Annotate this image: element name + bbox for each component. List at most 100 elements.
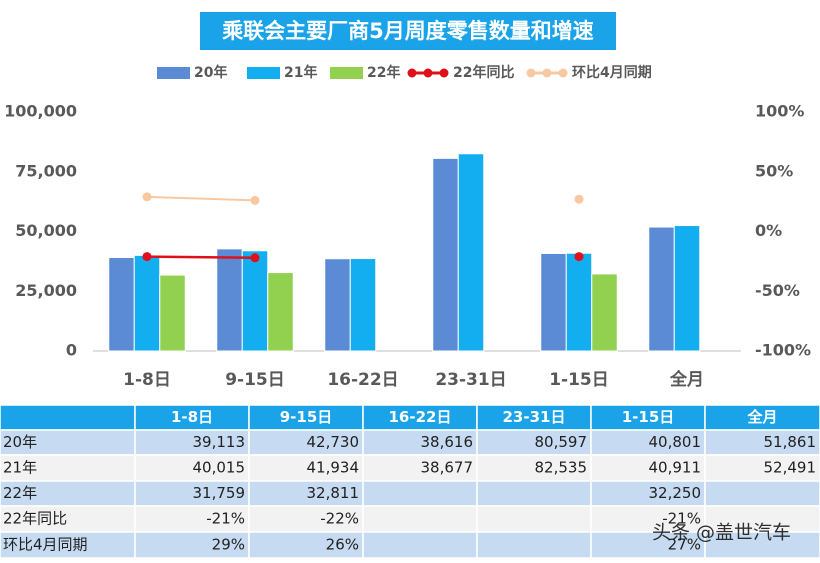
line-marker xyxy=(574,252,584,262)
y-tick-label: 50,000 xyxy=(15,221,77,240)
legend-label: 22年 xyxy=(367,64,400,81)
table-value: 51,861 xyxy=(764,433,817,451)
table-cell xyxy=(476,505,592,533)
y2-tick-label: 50% xyxy=(755,161,793,180)
legend-marker xyxy=(558,68,568,78)
y2-tick-label: -100% xyxy=(755,341,811,360)
x-tick-label: 9-15日 xyxy=(225,370,285,390)
table-header: 全月 xyxy=(746,408,777,426)
bar xyxy=(159,274,186,352)
legend-label: 22年同比 xyxy=(453,64,514,81)
table-cell xyxy=(704,404,820,431)
legend-marker xyxy=(407,68,417,78)
legend-marker xyxy=(439,68,449,78)
table-cell xyxy=(248,480,364,507)
table-value: 80,597 xyxy=(535,433,588,451)
table-cell xyxy=(476,429,592,456)
y-tick-label: 0 xyxy=(66,341,77,360)
table-cell xyxy=(590,531,706,559)
table-row-label: 20年 xyxy=(3,433,37,451)
legend-swatch xyxy=(247,67,280,79)
table-value: 40,911 xyxy=(649,459,702,477)
bar xyxy=(349,258,377,352)
y2-tick-label: 100% xyxy=(755,102,804,121)
table-cell xyxy=(590,505,706,533)
table-header: 16-22日 xyxy=(389,408,452,426)
table-cell xyxy=(0,531,136,559)
table-value: 32,250 xyxy=(649,484,702,502)
table-value: 42,730 xyxy=(307,433,360,451)
bar xyxy=(133,254,161,352)
table-header: 23-31日 xyxy=(503,408,566,426)
line-marker xyxy=(142,192,152,202)
x-tick-label: 16-22日 xyxy=(327,370,398,390)
table-value: -21% xyxy=(206,510,245,528)
watermark: 头条 @盖世汽车 xyxy=(652,522,791,544)
table-value: 26% xyxy=(326,536,359,554)
y2-tick-label: -50% xyxy=(755,281,800,300)
x-tick-label: 1-15日 xyxy=(549,370,609,390)
legend-label: 20年 xyxy=(194,64,227,81)
table-cell xyxy=(704,454,820,482)
table-value: 52,491 xyxy=(764,459,817,477)
bar xyxy=(108,257,135,352)
table-cell xyxy=(704,480,820,507)
chart-title: 乘联会主要厂商5月周度零售数量和增速 xyxy=(221,19,594,43)
bar xyxy=(540,252,567,352)
legend-label: 21年 xyxy=(284,64,317,81)
bar xyxy=(565,252,593,352)
table-value: 82,535 xyxy=(535,459,588,477)
table-value: 38,616 xyxy=(421,433,474,451)
bar xyxy=(432,157,459,352)
table-row-label: 22年同比 xyxy=(3,510,67,528)
table-cell xyxy=(0,404,136,431)
table-value: 41,934 xyxy=(307,459,360,477)
table-cell xyxy=(476,480,592,507)
table-value: -21% xyxy=(662,510,701,528)
bar xyxy=(648,226,675,352)
table-row-label: 环比4月同期 xyxy=(3,536,88,554)
table-cell xyxy=(704,531,820,559)
x-tick-label: 23-31日 xyxy=(435,370,506,390)
table-value: 40,801 xyxy=(649,433,702,451)
table-value: 29% xyxy=(212,536,245,554)
bar xyxy=(267,272,294,352)
legend-marker xyxy=(526,68,536,78)
table-value: 38,677 xyxy=(421,459,474,477)
legend-swatch xyxy=(157,67,190,79)
y-tick-label: 100,000 xyxy=(4,102,77,121)
table-cell xyxy=(362,505,478,533)
table-cell xyxy=(362,454,478,482)
x-tick-label: 1-8日 xyxy=(123,370,171,390)
table-header: 1-15日 xyxy=(622,408,675,426)
table-cell xyxy=(362,531,478,559)
bar xyxy=(673,225,701,352)
table-row-label: 22年 xyxy=(3,484,37,502)
legend-label: 环比4月同期 xyxy=(572,64,652,81)
table-cell xyxy=(704,505,820,533)
table-row-label: 21年 xyxy=(3,459,37,477)
line-marker xyxy=(250,253,260,263)
table-header: 9-15日 xyxy=(280,408,333,426)
bar xyxy=(457,153,485,352)
table-value: 27% xyxy=(668,536,701,554)
table-cell xyxy=(362,480,478,507)
bar xyxy=(216,248,243,352)
table-value: 31,759 xyxy=(193,484,246,502)
legend-marker xyxy=(542,68,552,78)
bar xyxy=(591,273,618,352)
legend-swatch xyxy=(330,67,363,79)
table-cell xyxy=(362,429,478,456)
title-box xyxy=(200,12,616,50)
y-tick-label: 75,000 xyxy=(15,161,77,180)
table-cell xyxy=(248,531,364,559)
line-marker xyxy=(574,194,584,204)
line-marker xyxy=(142,252,152,262)
table-cell xyxy=(0,505,136,533)
y-tick-label: 25,000 xyxy=(15,281,77,300)
table-header: 1-8日 xyxy=(171,408,213,426)
table-value: 40,015 xyxy=(193,459,246,477)
table-value: 32,811 xyxy=(307,484,360,502)
bar xyxy=(241,250,269,352)
